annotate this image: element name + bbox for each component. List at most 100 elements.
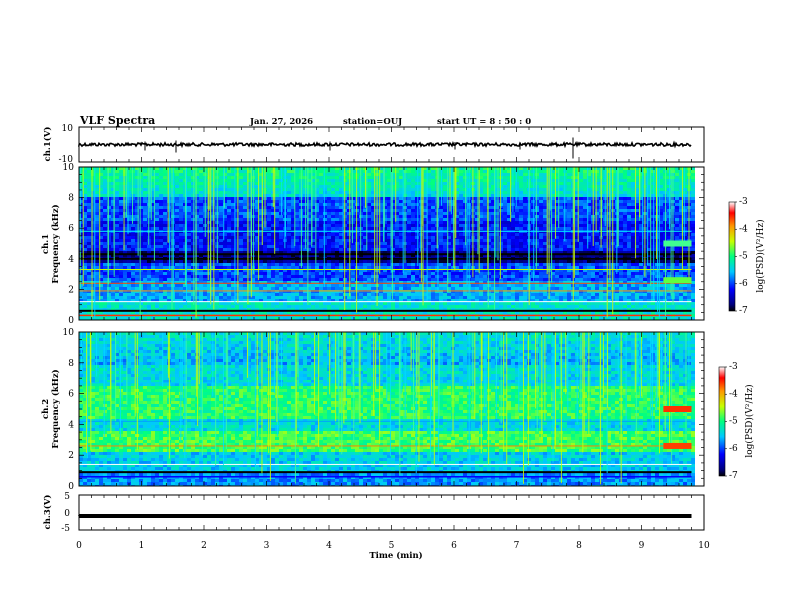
- spectrogram-cell: [199, 284, 203, 287]
- spectrogram-cell: [347, 206, 351, 209]
- spectrogram-cell: [135, 272, 139, 275]
- spectrogram-cell: [151, 206, 155, 209]
- spectrogram-cell: [275, 302, 279, 305]
- spectrogram-cell: [335, 248, 339, 251]
- spectrogram-cell: [119, 263, 123, 266]
- spectrogram-cell: [115, 293, 119, 296]
- spectrogram-cell: [383, 272, 387, 275]
- spectrogram-cell: [259, 194, 263, 197]
- spectrogram-cell: [187, 206, 191, 209]
- spectrogram-cell: [287, 206, 291, 209]
- spectrogram-cell: [99, 227, 103, 230]
- spectrogram-cell: [155, 248, 159, 251]
- spectrogram-cell: [111, 194, 115, 197]
- spectrogram-cell: [371, 221, 375, 224]
- spectrogram-cell: [215, 275, 219, 278]
- spectrogram-cell: [231, 185, 235, 188]
- spectrogram-cell: [91, 197, 95, 200]
- spectrogram-cell: [399, 176, 403, 179]
- spectrogram-cell: [239, 299, 243, 302]
- spectrogram-cell: [407, 308, 411, 311]
- spectrogram-cell: [251, 212, 255, 215]
- spectrogram-cell: [99, 209, 103, 212]
- spectrogram-cell: [363, 299, 367, 302]
- spectrogram-cell: [179, 236, 183, 239]
- spectrogram-cell: [123, 212, 127, 215]
- spectrogram-cell: [79, 167, 83, 170]
- spectrogram-cell: [111, 269, 115, 272]
- spectrogram-cell: [235, 224, 239, 227]
- spectrogram-cell: [203, 299, 207, 302]
- spectrogram-cell: [267, 245, 271, 248]
- spectrogram-cell: [175, 200, 179, 203]
- spectrogram-cell: [367, 191, 371, 194]
- spectrogram-cell: [351, 212, 355, 215]
- spectrogram-cell: [103, 239, 107, 242]
- spectrogram-cell: [415, 206, 419, 209]
- spectrogram-cell: [411, 290, 415, 293]
- spectrogram-cell: [447, 203, 451, 206]
- spectrogram-cell: [203, 272, 207, 275]
- spectrogram-cell: [403, 311, 407, 314]
- spectrogram-cell: [119, 290, 123, 293]
- spectrogram-cell: [347, 245, 351, 248]
- spectrogram-cell: [219, 200, 223, 203]
- spectrogram-cell: [115, 254, 119, 257]
- spectrogram-cell: [247, 254, 251, 257]
- spectrogram-cell: [259, 191, 263, 194]
- spectrogram-cell: [295, 203, 299, 206]
- spectrogram-cell: [315, 299, 319, 302]
- spectrogram-cell: [251, 167, 255, 170]
- spectrogram-cell: [291, 281, 295, 284]
- spectrogram-cell: [363, 236, 367, 239]
- spectrogram-cell: [307, 185, 311, 188]
- spectrogram-cell: [323, 185, 327, 188]
- spectrogram-cell: [439, 200, 443, 203]
- spectrogram-cell: [291, 245, 295, 248]
- spectrogram-cell: [443, 317, 447, 320]
- spectrogram-cell: [447, 221, 451, 224]
- spectrogram-cell: [391, 269, 395, 272]
- spectrogram-cell: [455, 176, 459, 179]
- spectrogram-cell: [115, 308, 119, 311]
- spectrogram-cell: [219, 275, 223, 278]
- spectrogram-cell: [459, 200, 463, 203]
- spectrogram-cell: [427, 224, 431, 227]
- spectrogram-cell: [407, 200, 411, 203]
- spectrogram-cell: [207, 293, 211, 296]
- spectrogram-cell: [87, 272, 91, 275]
- spectrogram-cell: [163, 245, 167, 248]
- spectrogram-cell: [175, 233, 179, 236]
- spectrogram-cell: [255, 245, 259, 248]
- spectrogram-cell: [311, 203, 315, 206]
- spectrogram-cell: [199, 224, 203, 227]
- spectrogram-cell: [111, 221, 115, 224]
- spectrogram-cell: [199, 245, 203, 248]
- spectrogram-cell: [107, 254, 111, 257]
- spectrogram-cell: [251, 239, 255, 242]
- spectrogram-cell: [463, 173, 467, 176]
- spectrogram-cell: [387, 311, 391, 314]
- spectrogram-cell: [127, 293, 131, 296]
- spectrogram-cell: [415, 248, 419, 251]
- spectrogram-cell: [383, 185, 387, 188]
- spectrogram-cell: [399, 260, 403, 263]
- spectrogram-cell: [131, 194, 135, 197]
- spectrogram-cell: [459, 182, 463, 185]
- spectrogram-cell: [191, 179, 195, 182]
- spectrogram-cell: [443, 290, 447, 293]
- spectrogram-cell: [227, 218, 231, 221]
- spectrogram-cell: [387, 248, 391, 251]
- spectrogram-cell: [87, 170, 91, 173]
- spectrogram-cell: [99, 188, 103, 191]
- spectrogram-cell: [371, 170, 375, 173]
- spectrogram-cell: [247, 275, 251, 278]
- spectrogram-cell: [259, 209, 263, 212]
- spectrogram-cell: [131, 245, 135, 248]
- spectrogram-cell: [223, 275, 227, 278]
- spectrogram-cell: [335, 281, 339, 284]
- spectrogram-cell: [195, 239, 199, 242]
- spectrogram-cell: [427, 191, 431, 194]
- spectrogram-cell: [439, 290, 443, 293]
- spectrogram-cell: [203, 287, 207, 290]
